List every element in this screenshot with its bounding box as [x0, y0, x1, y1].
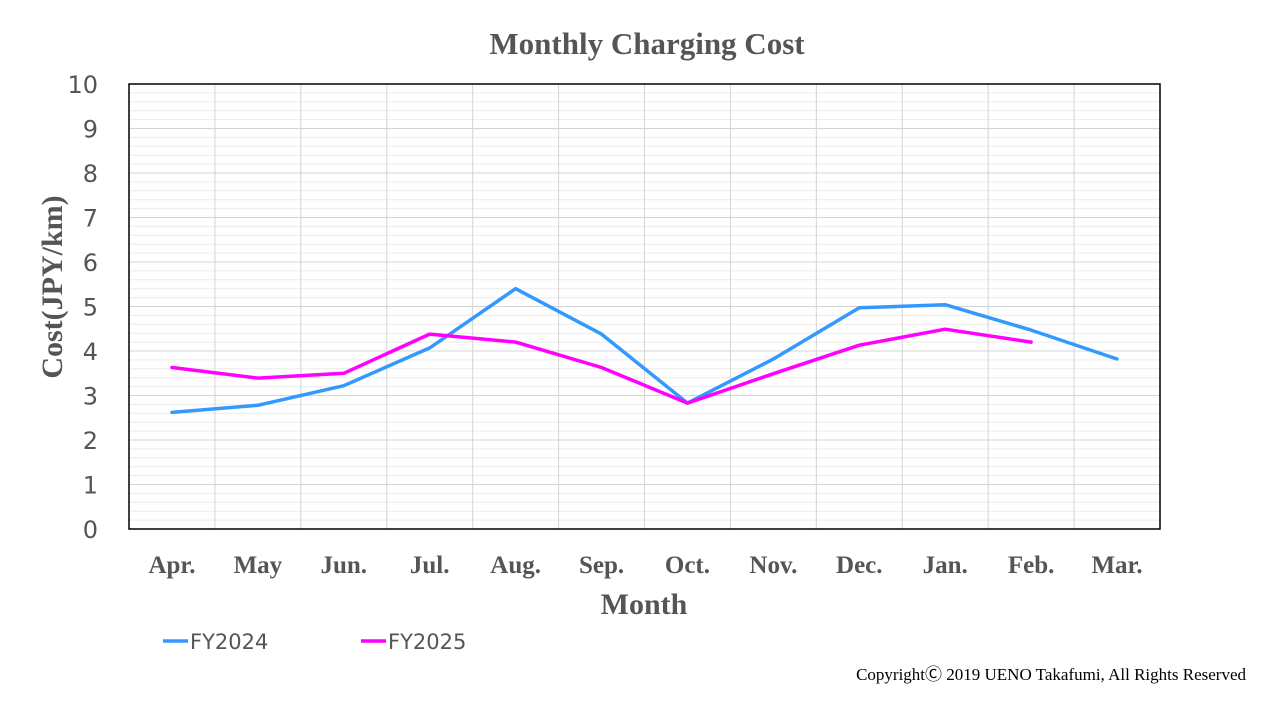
- x-tick-label: Jun.: [321, 552, 368, 579]
- x-tick-label: Oct.: [665, 552, 710, 579]
- y-tick-label: 0: [83, 516, 98, 544]
- series-line-fy2025: [170, 327, 1033, 405]
- series-line-fy2024: [170, 286, 1119, 415]
- x-tick-label: Feb.: [1008, 552, 1055, 579]
- x-tick-label: Jul.: [410, 552, 450, 579]
- y-tick-label: 2: [83, 427, 98, 455]
- y-tick-label: 10: [67, 71, 98, 99]
- x-tick-label: Dec.: [836, 552, 883, 579]
- y-tick-label: 8: [83, 160, 98, 188]
- x-axis-tick-labels: Apr. May Jun. Jul. Aug. Sep. Oct. Nov. Dec. Jan. F…: [148, 552, 1142, 579]
- y-axis-title: Cost(JPY/km): [36, 195, 69, 378]
- x-tick-label: Aug.: [490, 552, 541, 579]
- y-tick-label: 6: [83, 249, 98, 277]
- x-tick-label: Sep.: [579, 552, 624, 579]
- y-tick-label: 3: [83, 383, 98, 411]
- legend-label: FY2025: [388, 630, 466, 654]
- chart-title: Monthly Charging Cost: [489, 26, 805, 61]
- copyright-notice: CopyrightⒸ 2019 UENO Takafumi, All Right…: [856, 665, 1246, 684]
- x-tick-label: Jan.: [923, 552, 968, 579]
- x-axis-title: Month: [601, 588, 688, 621]
- x-tick-label: Mar.: [1091, 552, 1142, 579]
- series-lines: [170, 286, 1119, 415]
- plot-area-frame: [128, 83, 1161, 530]
- y-axis-tick-labels: 0 1 2 3 4 5 6 7 8 9 10: [67, 71, 98, 544]
- y-tick-label: 4: [83, 338, 98, 366]
- y-tick-label: 9: [83, 116, 98, 144]
- major-gridlines: [129, 83, 1160, 530]
- x-tick-label: May: [234, 552, 283, 579]
- x-tick-label: Apr.: [148, 552, 195, 579]
- y-tick-label: 5: [83, 294, 98, 322]
- x-tick-label: Nov.: [749, 552, 797, 579]
- legend-label: FY2024: [190, 630, 268, 654]
- y-tick-label: 1: [83, 472, 98, 500]
- y-tick-label: 7: [83, 205, 98, 233]
- legend: FY2024 FY2025: [163, 630, 466, 654]
